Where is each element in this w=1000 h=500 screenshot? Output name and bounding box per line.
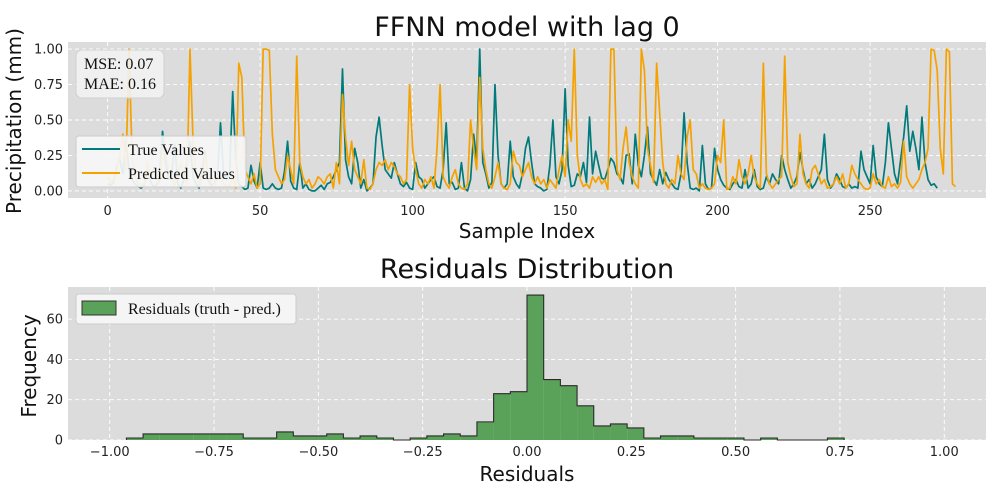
- bottom-legend-box: [75, 293, 297, 325]
- bottom-x-tick-label: 0.00: [513, 445, 542, 460]
- histogram-bar: [360, 435, 377, 440]
- histogram-bar: [827, 437, 845, 440]
- histogram-bar: [293, 435, 311, 440]
- histogram-bar: [259, 437, 277, 440]
- top-panel: FFNN model with lag 0 0.00 0.25 0.50 0.75 1.…: [2, 12, 986, 243]
- histogram-bar: [376, 437, 394, 440]
- top-x-tick-label: 0: [104, 204, 112, 219]
- histogram-bar: [126, 437, 144, 440]
- histogram-bar: [643, 437, 661, 440]
- bottom-x-axis-label: Residuals: [480, 462, 575, 486]
- histogram-bar: [410, 437, 427, 440]
- bottom-y-tick-label: 20: [46, 393, 63, 408]
- histogram-bar: [426, 435, 444, 440]
- histogram-bar: [727, 437, 744, 440]
- legend-residuals-swatch: [81, 300, 117, 316]
- histogram-bar: [443, 433, 461, 440]
- histogram-bar: [143, 433, 160, 440]
- top-chart-title: FFNN model with lag 0: [374, 12, 680, 43]
- top-grid: [68, 42, 986, 198]
- top-y-tick-label: 0.75: [34, 78, 63, 93]
- top-y-ticks: 0.00 0.25 0.50 0.75 1.00: [34, 43, 63, 200]
- bottom-x-tick-label: 0.25: [617, 445, 646, 460]
- histogram-bar: [493, 393, 511, 440]
- bottom-x-tick-label: −0.25: [403, 445, 443, 460]
- bottom-y-tick-label: 40: [46, 353, 63, 368]
- bottom-chart-title: Residuals Distribution: [380, 254, 674, 285]
- top-series-lines: [106, 48, 957, 192]
- top-y-tick-label: 1.00: [34, 43, 63, 58]
- histogram-bar: [460, 435, 477, 440]
- top-y-tick-label: 0.50: [34, 114, 63, 129]
- histogram-bar: [226, 433, 244, 440]
- top-legend: True Values Predicted Values: [75, 135, 247, 188]
- top-y-tick-label: 0.00: [34, 184, 63, 199]
- histogram-bar: [510, 391, 527, 440]
- top-x-tick-label: 200: [705, 204, 730, 219]
- bottom-y-tick-label: 0: [55, 434, 63, 449]
- histogram-bar: [660, 435, 678, 440]
- top-x-tick-label: 100: [400, 204, 425, 219]
- stats-box: MSE: 0.07 MAE: 0.16: [75, 49, 165, 99]
- predicted-values-line: [106, 48, 957, 191]
- histogram-bar: [209, 433, 227, 440]
- bottom-legend: Residuals (truth - pred.): [75, 293, 297, 325]
- bottom-x-tick-label: −0.50: [298, 445, 338, 460]
- legend-true-values-label: True Values: [128, 142, 204, 159]
- bottom-panel: Residuals Distribution 0 20 40 60 −1.00 −0.7…: [17, 254, 986, 486]
- histogram-bar: [310, 435, 327, 440]
- histogram-bar: [577, 405, 594, 440]
- histogram-bar: [527, 295, 544, 440]
- histogram-bar: [560, 385, 578, 440]
- histogram-bar: [543, 379, 561, 440]
- histogram-bar: [159, 433, 177, 440]
- bottom-y-ticks: 0 20 40 60: [46, 313, 63, 449]
- histogram-bar: [326, 433, 344, 440]
- bottom-x-tick-label: −0.75: [194, 445, 234, 460]
- histogram-bar: [243, 437, 260, 440]
- top-x-axis-label: Sample Index: [459, 219, 596, 243]
- bottom-x-ticks: −1.00 −0.75 −0.50 −0.25 0.00 0.25 0.50 0.75 1.00: [90, 445, 959, 460]
- histogram-bar: [476, 421, 494, 440]
- bottom-y-tick-label: 60: [46, 313, 63, 328]
- histogram-bar: [593, 425, 611, 440]
- stats-box-background: [75, 49, 165, 99]
- legend-residuals-label: Residuals (truth - pred.): [128, 301, 281, 318]
- histogram-bar: [710, 437, 728, 440]
- histogram-bar: [176, 433, 194, 440]
- histogram-bar: [627, 427, 644, 440]
- histogram-bar: [693, 437, 711, 440]
- top-y-axis-label: Precipitation (mm): [2, 28, 26, 214]
- top-x-ticks: 0 50 100 150 200 250: [104, 204, 883, 219]
- histogram-bar: [343, 437, 361, 440]
- stats-mae: MAE: 0.16: [84, 76, 156, 93]
- bottom-x-tick-label: 1.00: [930, 445, 959, 460]
- top-x-tick-label: 250: [858, 204, 883, 219]
- histogram-bar: [677, 435, 694, 440]
- histogram-bar: [276, 431, 294, 440]
- bottom-x-tick-label: 0.50: [721, 445, 750, 460]
- histogram-bar: [760, 437, 778, 440]
- histogram-bar: [193, 433, 210, 440]
- top-x-tick-label: 50: [252, 204, 269, 219]
- bottom-x-tick-label: 0.75: [825, 445, 854, 460]
- top-x-tick-label: 150: [553, 204, 578, 219]
- top-y-tick-label: 0.25: [34, 149, 63, 164]
- histogram-bars: [125, 294, 845, 441]
- bottom-x-tick-label: −1.00: [90, 445, 130, 460]
- bottom-y-axis-label: Frequency: [17, 314, 41, 417]
- legend-predicted-values-label: Predicted Values: [128, 166, 235, 183]
- stats-mse: MSE: 0.07: [84, 56, 153, 73]
- histogram-bar: [610, 423, 628, 440]
- histogram-outline: [125, 294, 845, 441]
